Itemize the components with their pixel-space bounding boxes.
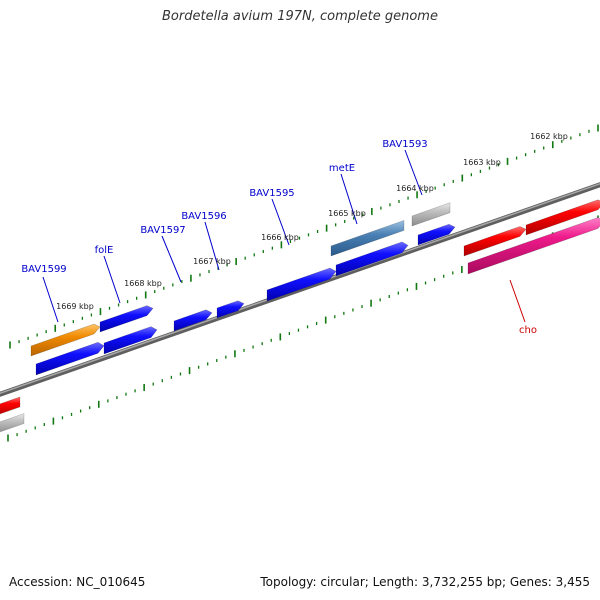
scale-label: 1666 kbp — [261, 233, 299, 242]
scale-label: 1662 kbp — [530, 132, 568, 141]
upper-scale-ticks — [9, 124, 599, 349]
gene-lower-2 — [103, 326, 158, 355]
gene-label: BAV1597 — [140, 225, 185, 236]
gene-red-1 — [463, 226, 527, 257]
scale-label: 1668 kbp — [124, 279, 162, 288]
gene-bav1595 — [266, 267, 337, 302]
gene-cho — [467, 217, 600, 275]
pointer-fole — [103, 255, 121, 304]
gene-red-2 — [525, 199, 600, 236]
scale-label: 1667 kbp — [193, 257, 231, 266]
gene-label: BAV1599 — [21, 264, 66, 275]
pointer-bav1596 — [204, 221, 220, 271]
gene-lower-4 — [417, 223, 456, 246]
gene-mete — [330, 219, 405, 257]
gene-lower-1 — [35, 341, 105, 376]
accession-text: Accession: NC_010645 — [9, 575, 146, 589]
gene-lower-3 — [335, 241, 409, 277]
gene-grey-left — [0, 413, 25, 433]
pointer-bav1593 — [404, 149, 423, 196]
gene-bav1599 — [30, 323, 101, 357]
gene-label: BAV1595 — [249, 188, 294, 199]
pointer-bav1597 — [161, 235, 182, 283]
scale-label: 1669 kbp — [56, 302, 94, 311]
label-pointers — [42, 149, 526, 323]
gene-fole — [99, 305, 154, 333]
gene-bav1597 — [173, 309, 213, 332]
scale-label: 1663 kbp — [463, 158, 501, 167]
pointer-mete — [340, 173, 358, 225]
pointer-bav1599 — [42, 276, 59, 323]
scale-label: 1665 kbp — [328, 209, 366, 218]
genome-title: Bordetella avium 197N, complete genome — [162, 9, 438, 24]
gene-label: metE — [329, 163, 355, 174]
scale-label: 1664 kbp — [396, 184, 434, 193]
pointer-bav1595 — [271, 198, 290, 246]
map-labels: 1669 kbp 1668 kbp 1667 kbp 1666 kbp 1665 kbp… — [21, 132, 568, 336]
gene-label: folE — [95, 245, 114, 256]
gene-red-left — [0, 396, 21, 415]
backbone-line — [0, 182, 600, 397]
gene-label: cho — [519, 325, 537, 336]
pointer-cho — [509, 279, 526, 323]
topology-text: Topology: circular; Length: 3,732,255 bp… — [260, 575, 590, 589]
gene-label: BAV1593 — [382, 139, 427, 150]
gene-bav1593 — [411, 202, 451, 227]
gene-features — [0, 199, 600, 433]
gene-bav1596 — [216, 300, 245, 319]
gene-label: BAV1596 — [181, 211, 226, 222]
